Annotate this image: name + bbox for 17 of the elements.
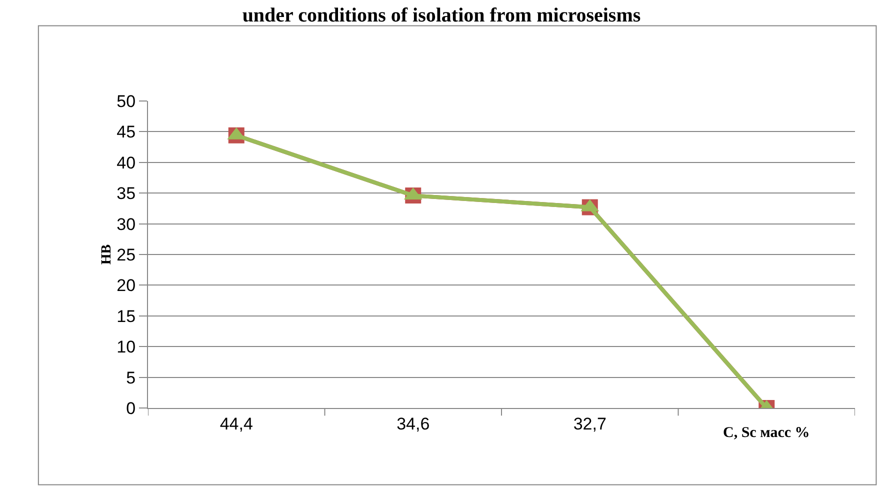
- y-tick-label: 40: [116, 153, 136, 172]
- y-tick-label: 0: [126, 398, 136, 418]
- x-tick-label: 44,4: [220, 414, 253, 434]
- y-tick-label: 15: [116, 306, 136, 326]
- chart-title: under conditions of isolation from microseisms: [242, 4, 641, 26]
- x-axis-title: C, Sc масс %: [723, 425, 810, 441]
- x-tick-label: 34,6: [396, 414, 430, 434]
- y-tick-label: 45: [116, 122, 136, 142]
- y-axis-title: НВ: [99, 244, 114, 265]
- y-tick-label: 20: [116, 276, 136, 296]
- x-tick-label: 32,7: [573, 414, 606, 434]
- y-tick-label: 35: [116, 184, 136, 204]
- y-tick-label: 5: [126, 368, 136, 388]
- y-tick-label: 30: [116, 214, 136, 234]
- y-tick-label: 25: [116, 245, 136, 264]
- y-tick-label: 10: [116, 338, 136, 357]
- y-tick-label: 50: [116, 92, 136, 111]
